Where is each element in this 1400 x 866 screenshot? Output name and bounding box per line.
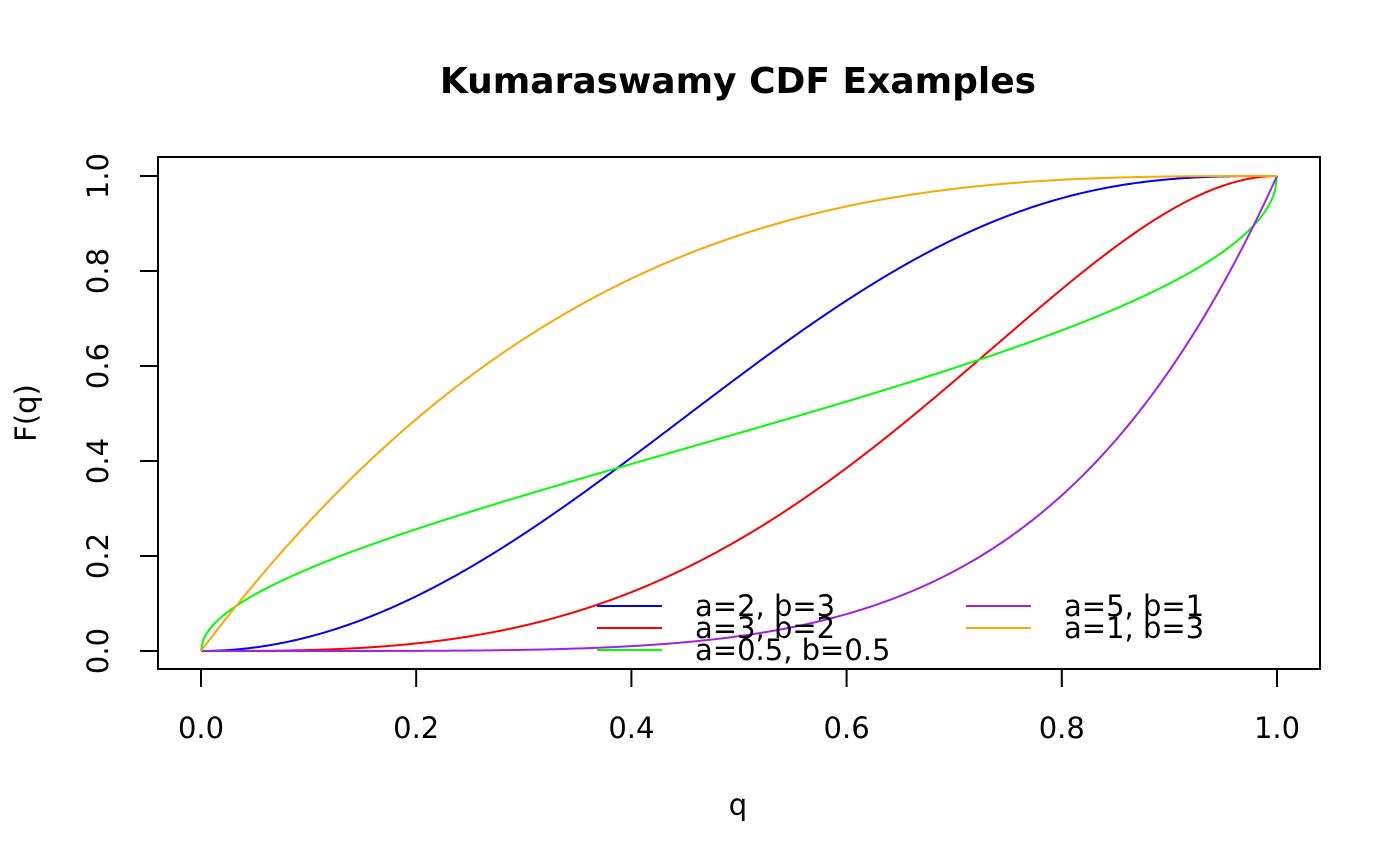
y-axis: 0.0 0.2 0.4 0.6 0.8 1.0 (81, 153, 159, 674)
legend-label-5: a=1, b=3 (1064, 611, 1204, 645)
y-axis-label: F(q) (9, 384, 43, 442)
y-tick-label: 0.2 (81, 533, 115, 579)
x-tick-label: 0.6 (824, 711, 870, 745)
chart-title: Kumaraswamy CDF Examples (440, 61, 1036, 102)
y-tick-label: 1.0 (81, 153, 115, 199)
series-line-4 (201, 175, 1278, 652)
x-tick-label: 0.0 (178, 711, 224, 745)
legend: a=2, b=3a=3, b=2a=0.5, b=0.5 a=5, b=1a=1,… (597, 589, 1204, 667)
series-line-1 (201, 175, 1277, 652)
series-line-2 (201, 175, 1278, 652)
legend-label-4: a=5, b=1 (1064, 589, 1204, 623)
legend-label-1: a=2, b=3 (695, 589, 835, 623)
x-axis-label: q (729, 788, 747, 822)
y-tick-label: 0.4 (81, 438, 115, 484)
x-tick-label: 0.2 (393, 711, 439, 745)
y-tick-label: 0.8 (81, 248, 115, 294)
legend-label-2: a=3, b=2 (695, 611, 835, 645)
legend-label-3: a=0.5, b=0.5 (695, 633, 890, 667)
series-lines (200, 175, 1278, 652)
x-tick-label: 0.4 (608, 711, 654, 745)
series-line-5 (200, 175, 1277, 652)
y-tick-label: 0.0 (81, 628, 115, 674)
x-tick-label: 1.0 (1254, 711, 1300, 745)
x-axis: 0.0 0.2 0.4 0.6 0.8 1.0 (178, 668, 1300, 745)
series-line-3 (200, 175, 1278, 652)
x-tick-label: 0.8 (1039, 711, 1085, 745)
y-tick-label: 0.6 (81, 343, 115, 389)
